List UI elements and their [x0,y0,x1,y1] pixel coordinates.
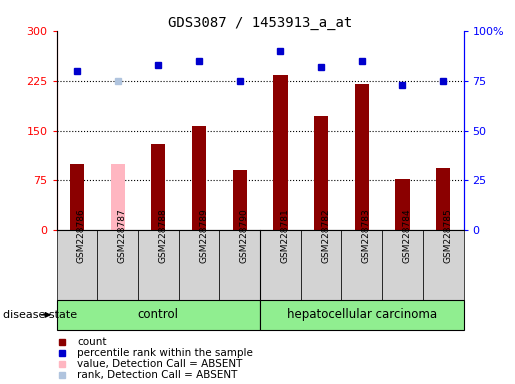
Bar [192,126,206,230]
Text: rank, Detection Call = ABSENT: rank, Detection Call = ABSENT [77,369,237,379]
Text: count: count [77,336,107,347]
Text: GSM228782: GSM228782 [321,209,330,263]
Text: GSM228789: GSM228789 [199,209,208,263]
Text: GSM228781: GSM228781 [280,209,289,263]
Bar [70,164,84,230]
Text: GSM228785: GSM228785 [443,209,452,263]
Bar [57,300,260,330]
Bar [260,300,464,330]
Bar [97,230,138,300]
Bar [179,230,219,300]
Bar [57,230,97,300]
Title: GDS3087 / 1453913_a_at: GDS3087 / 1453913_a_at [168,16,352,30]
Bar [233,170,247,230]
Text: control: control [138,308,179,321]
Bar [423,230,464,300]
Bar [314,116,328,230]
Text: disease state: disease state [3,310,77,320]
Bar [355,84,369,230]
Text: GSM228790: GSM228790 [240,209,249,263]
Text: GSM228786: GSM228786 [77,209,86,263]
Bar [382,230,423,300]
Bar [273,75,287,230]
Bar [301,230,341,300]
Bar [341,230,382,300]
Text: GSM228787: GSM228787 [117,209,127,263]
Bar [151,144,165,230]
Bar [436,169,450,230]
Text: value, Detection Call = ABSENT: value, Detection Call = ABSENT [77,359,243,369]
Text: hepatocellular carcinoma: hepatocellular carcinoma [287,308,437,321]
Bar [138,230,179,300]
Bar [396,179,409,230]
Text: GSM228784: GSM228784 [403,209,411,263]
Text: GSM228783: GSM228783 [362,209,371,263]
Bar [260,230,301,300]
Text: GSM228788: GSM228788 [159,209,167,263]
Text: percentile rank within the sample: percentile rank within the sample [77,348,253,358]
Bar [219,230,260,300]
Bar [111,164,125,230]
